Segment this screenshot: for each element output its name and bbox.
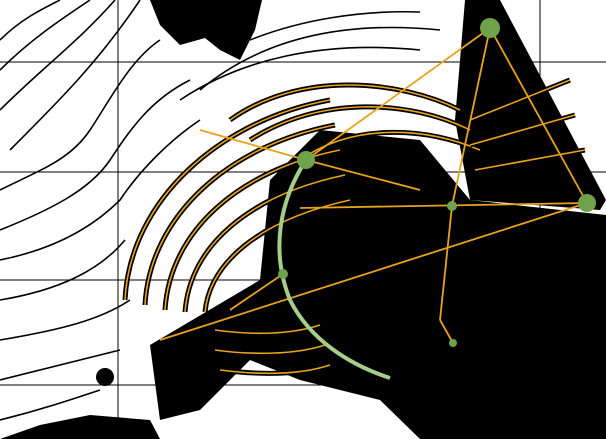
mass <box>150 130 606 439</box>
mass <box>150 0 262 60</box>
arc <box>144 124 336 306</box>
link <box>229 273 284 311</box>
contour <box>0 389 101 421</box>
link <box>489 27 588 204</box>
arc <box>469 79 571 121</box>
mass <box>0 415 160 439</box>
contour <box>179 46 421 101</box>
node <box>480 18 500 38</box>
links <box>159 27 588 344</box>
link <box>299 202 588 209</box>
mass <box>455 0 606 210</box>
link <box>439 205 453 321</box>
link <box>439 319 454 344</box>
contour <box>0 79 191 231</box>
arc <box>249 106 471 141</box>
nodes <box>278 18 596 347</box>
arc <box>469 114 576 146</box>
arc <box>299 131 481 161</box>
node <box>447 201 457 211</box>
arc <box>474 149 586 171</box>
contour <box>0 39 161 191</box>
contour <box>0 299 131 341</box>
arc <box>219 364 331 375</box>
link <box>305 159 421 191</box>
arc <box>229 84 461 121</box>
link <box>159 202 588 341</box>
arc <box>124 99 331 301</box>
node <box>297 151 315 169</box>
mass <box>96 368 114 386</box>
arc <box>184 174 346 313</box>
contour <box>9 0 141 151</box>
node <box>578 194 596 212</box>
green-path <box>277 158 391 380</box>
contour <box>0 0 116 111</box>
link <box>305 27 491 161</box>
arc <box>214 344 326 355</box>
link <box>451 27 491 207</box>
contour <box>249 10 421 41</box>
contour <box>199 26 441 91</box>
contour <box>0 119 201 261</box>
node <box>449 339 457 347</box>
contour <box>0 0 91 71</box>
contour <box>0 239 126 301</box>
contour <box>0 0 61 41</box>
node <box>278 269 288 279</box>
link <box>199 129 307 161</box>
contour <box>0 349 121 381</box>
